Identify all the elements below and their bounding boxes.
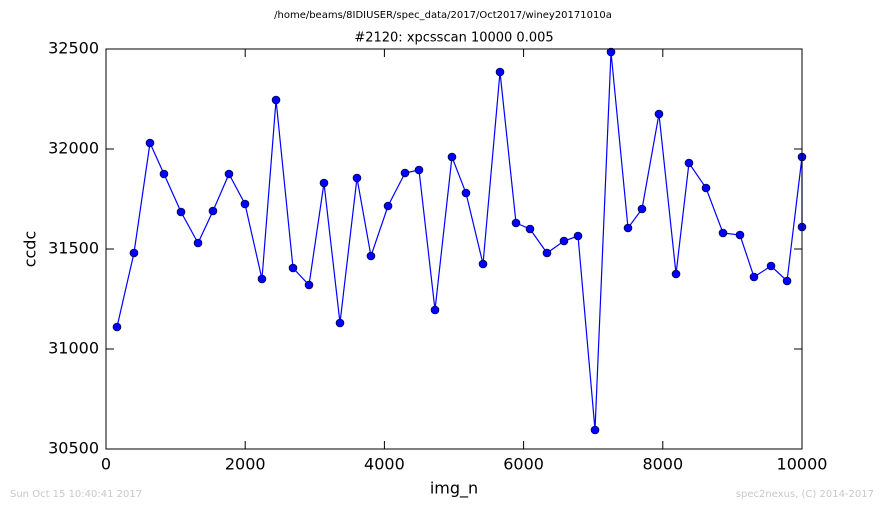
data-point — [112, 322, 122, 332]
y-tick-label: 30500 — [48, 439, 99, 458]
data-point — [542, 248, 552, 258]
y-tick-label: 32000 — [48, 139, 99, 158]
data-point — [352, 173, 362, 183]
data-point — [304, 280, 314, 290]
data-point — [701, 183, 711, 193]
data-point — [129, 248, 139, 258]
chart-title: #2120: xpcsscan 10000 0.005 — [354, 31, 553, 46]
data-point — [240, 199, 250, 209]
x-tick-label: 6000 — [503, 455, 544, 474]
data-point — [447, 152, 457, 162]
data-point — [461, 188, 471, 198]
data-point — [414, 165, 424, 175]
data-point — [606, 47, 616, 57]
data-point — [654, 109, 664, 119]
data-point — [335, 318, 345, 328]
data-point — [383, 201, 393, 211]
data-point — [684, 158, 694, 168]
data-point — [735, 230, 745, 240]
data-point — [193, 238, 203, 248]
data-point — [224, 169, 234, 179]
data-point — [782, 276, 792, 286]
x-tick-label: 10000 — [777, 455, 828, 474]
data-point — [637, 204, 647, 214]
data-point — [319, 178, 329, 188]
data-point — [718, 228, 728, 238]
data-point — [478, 259, 488, 269]
chart-subtitle: /home/beams/8IDIUSER/spec_data/2017/Oct2… — [274, 10, 612, 21]
plot-frame — [105, 48, 803, 450]
data-point — [271, 95, 281, 105]
y-tick-label: 31000 — [48, 339, 99, 358]
x-tick-label: 0 — [101, 455, 111, 474]
data-point — [495, 67, 505, 77]
data-point — [590, 425, 600, 435]
data-point — [288, 263, 298, 273]
data-point — [623, 223, 633, 233]
footer-right: spec2nexus, (C) 2014-2017 — [736, 489, 874, 500]
series-line — [116, 51, 803, 431]
data-point — [766, 261, 776, 271]
data-point — [366, 251, 376, 261]
x-tick-label: 2000 — [225, 455, 266, 474]
data-point — [749, 272, 759, 282]
y-tick-label: 31500 — [48, 239, 99, 258]
data-point — [573, 231, 583, 241]
y-axis-label: ccdc — [21, 231, 40, 268]
data-point — [400, 168, 410, 178]
x-tick-label: 8000 — [642, 455, 683, 474]
data-point — [159, 169, 169, 179]
footer-left: Sun Oct 15 10:40:41 2017 — [10, 489, 142, 500]
data-point — [511, 218, 521, 228]
data-point — [145, 138, 155, 148]
y-tick-label: 32500 — [48, 39, 99, 58]
data-point — [525, 224, 535, 234]
data-point — [257, 274, 267, 284]
x-tick-label: 4000 — [364, 455, 405, 474]
data-point — [559, 236, 569, 246]
data-point — [671, 269, 681, 279]
x-axis-label: img_n — [430, 479, 478, 499]
data-point — [430, 305, 440, 315]
data-point — [176, 207, 186, 217]
data-point — [208, 206, 218, 216]
